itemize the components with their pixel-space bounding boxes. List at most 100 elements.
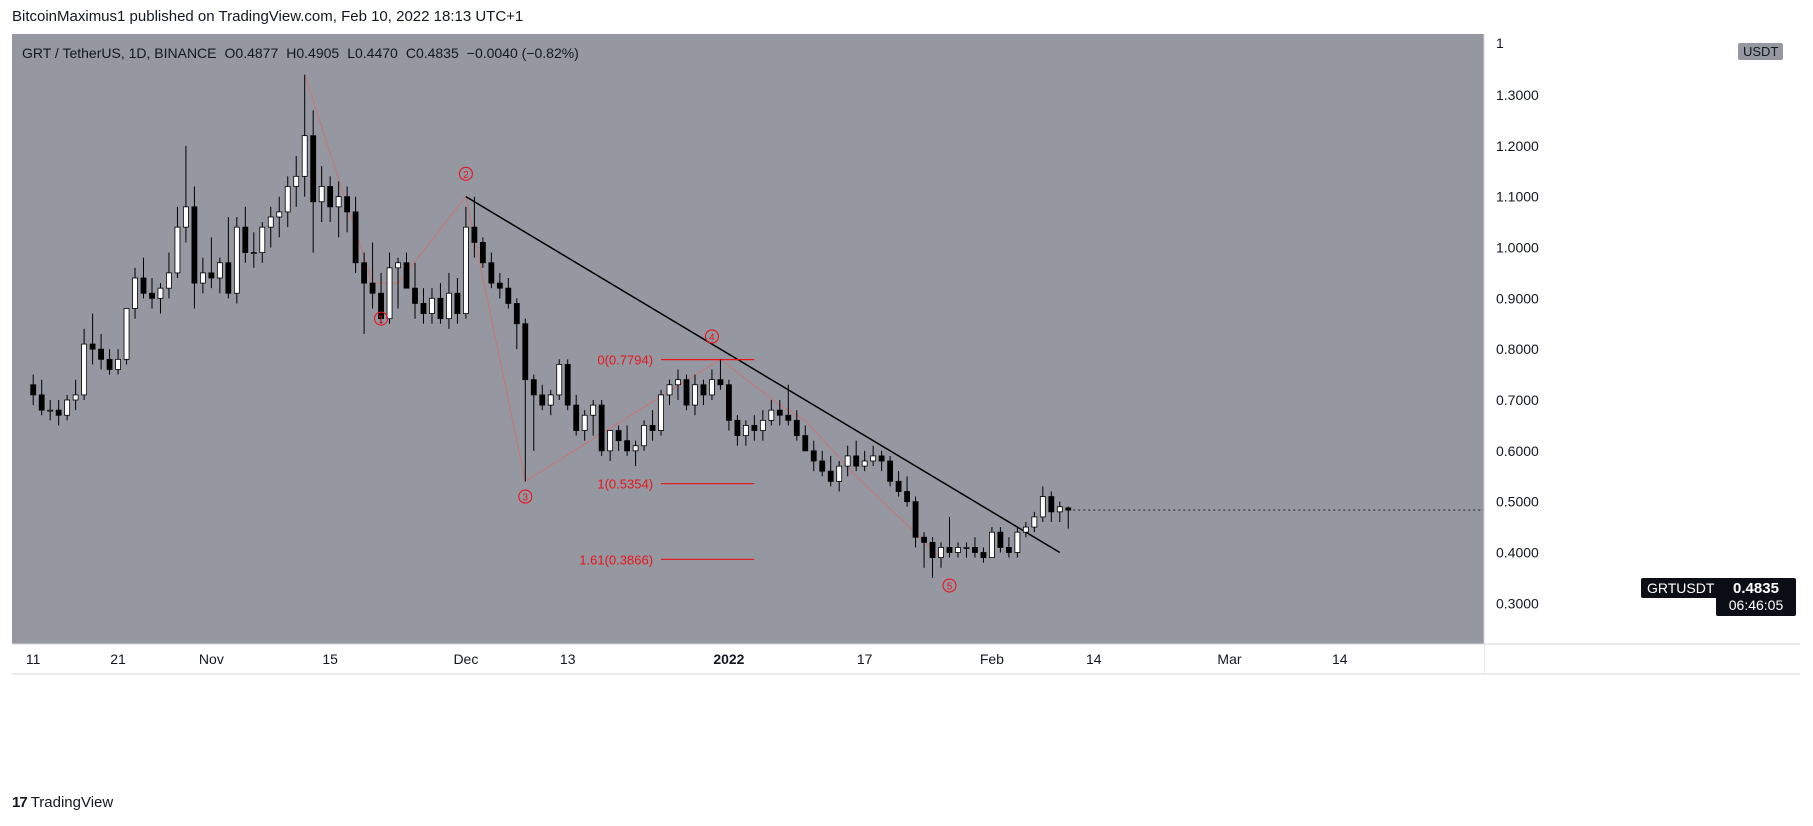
time-tick-label: 11: [26, 651, 41, 667]
last-price-tag: 0.4835 06:46:05: [1716, 578, 1796, 616]
candle-body: [827, 470, 834, 482]
candle: [938, 542, 944, 568]
candle: [963, 542, 970, 558]
candle: [641, 420, 647, 451]
candle-body: [463, 226, 469, 314]
wave-number-circle: [704, 329, 719, 344]
candle: [81, 328, 88, 400]
price-tick-label: 0.4000: [1496, 545, 1539, 561]
candle-body: [208, 272, 215, 279]
candle-body: [250, 252, 257, 254]
wave-number-text: 3: [523, 493, 529, 504]
fib-level-label: 0(0.7794): [597, 353, 653, 368]
price-tick-label: 1.0000: [1496, 240, 1539, 256]
time-tick-label: 14: [1332, 651, 1348, 667]
candle: [259, 222, 266, 263]
price-tick-label: 0.7000: [1496, 392, 1539, 408]
candle-body: [581, 414, 588, 431]
candle-body: [938, 547, 944, 558]
symbol-title[interactable]: GRT / TetherUS, 1D, BINANCE: [22, 45, 217, 61]
price-chart[interactable]: 0(0.7794) 1(0.5354) 1.61(0.3866) 1 2 3 4 5 0.3…: [12, 34, 1800, 782]
candle: [505, 278, 512, 309]
low-label: L: [347, 45, 355, 61]
candle-body: [530, 379, 537, 396]
candle: [717, 359, 724, 390]
candle: [904, 476, 910, 507]
price-axis[interactable]: 0.3000 0.4000 0.5000 0.6000 0.7000 0.8000 0.90…: [1483, 34, 1800, 782]
brand-name: TradingView: [30, 794, 114, 811]
open-label: O: [224, 45, 236, 61]
candle: [887, 455, 894, 487]
candle: [284, 176, 291, 228]
candle-body: [861, 460, 868, 467]
candle-body: [352, 211, 359, 264]
candle-layer: [30, 74, 1484, 578]
candle-body: [513, 303, 520, 325]
candle: [683, 374, 690, 411]
candle-body: [267, 216, 274, 228]
price-tick-label: 1.3000: [1496, 87, 1539, 103]
candle-body: [980, 552, 987, 558]
candle-body: [658, 394, 664, 431]
candle-body: [403, 262, 410, 289]
candle-body: [641, 425, 647, 447]
candle: [759, 410, 766, 441]
price-tick-label-partial: 1: [1496, 35, 1504, 51]
candle: [751, 415, 758, 441]
candle-body: [293, 175, 300, 187]
candle-body: [479, 242, 486, 264]
candle: [649, 410, 656, 441]
candle-body: [369, 282, 376, 294]
candle: [344, 186, 351, 233]
candle-body: [1022, 526, 1029, 533]
candle: [183, 145, 189, 243]
candle: [700, 379, 707, 406]
candle: [267, 206, 274, 248]
footer-brand[interactable]: 17 TradingView: [12, 794, 113, 811]
time-tick-label: Dec: [453, 651, 478, 667]
candle: [1039, 486, 1046, 522]
candle: [157, 283, 164, 314]
candle-body: [1014, 531, 1021, 553]
candle-body: [140, 277, 147, 294]
candle: [123, 308, 130, 365]
candle: [488, 252, 495, 289]
candle-body: [1005, 547, 1012, 553]
candle-body: [955, 547, 961, 553]
candle: [199, 257, 206, 294]
candle-body: [742, 425, 749, 436]
candle: [997, 527, 1004, 553]
candle-body: [717, 379, 724, 386]
candle-body: [734, 419, 741, 436]
time-axis[interactable]: 11 21 Nov 15 Dec 13 2022 17 Feb 14 Mar 14: [12, 643, 1800, 675]
candle-body: [802, 435, 809, 452]
candle-body: [284, 186, 291, 213]
time-tick-label: Mar: [1217, 651, 1241, 667]
candle-body: [776, 409, 783, 416]
candle: [946, 516, 953, 558]
candle-body: [420, 303, 427, 314]
candle: [132, 267, 138, 319]
time-tick-label: 13: [560, 651, 576, 667]
candle-body: [819, 460, 826, 472]
currency-button[interactable]: USDT: [1737, 42, 1785, 61]
time-tick-label: 21: [110, 651, 126, 667]
chart-frame[interactable]: 0(0.7794) 1(0.5354) 1.61(0.3866) 1 2 3 4 5 0.3…: [12, 34, 1800, 782]
candle: [471, 196, 478, 258]
candle-body: [929, 541, 936, 558]
candle-body: [810, 450, 817, 462]
candle: [233, 217, 240, 304]
candle-body: [726, 384, 732, 421]
candle-body: [301, 135, 308, 177]
time-tick-label: 15: [322, 651, 338, 667]
price-tick-label: 1.2000: [1496, 138, 1539, 154]
candle-body: [590, 404, 597, 416]
candle-body: [573, 404, 580, 431]
candle: [573, 394, 580, 436]
candle: [412, 262, 418, 319]
wave-label-layer: 1 2 3 4 5: [374, 166, 957, 593]
plot-background[interactable]: [12, 34, 1484, 644]
candle-body: [963, 547, 970, 549]
candle-body: [1031, 516, 1038, 528]
candle: [479, 237, 486, 268]
